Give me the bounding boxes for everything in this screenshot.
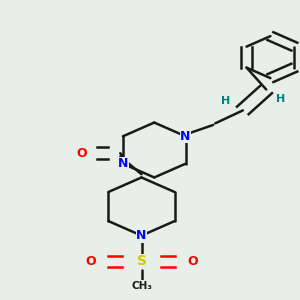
Text: O: O <box>85 255 96 268</box>
Text: S: S <box>136 254 146 268</box>
Text: H: H <box>276 94 286 104</box>
Text: O: O <box>77 147 87 160</box>
Text: N: N <box>118 157 128 170</box>
Text: N: N <box>136 229 147 242</box>
Text: N: N <box>180 130 191 143</box>
Text: O: O <box>187 255 198 268</box>
Text: N: N <box>136 227 147 241</box>
Text: H: H <box>221 96 230 106</box>
Text: CH₃: CH₃ <box>131 281 152 291</box>
